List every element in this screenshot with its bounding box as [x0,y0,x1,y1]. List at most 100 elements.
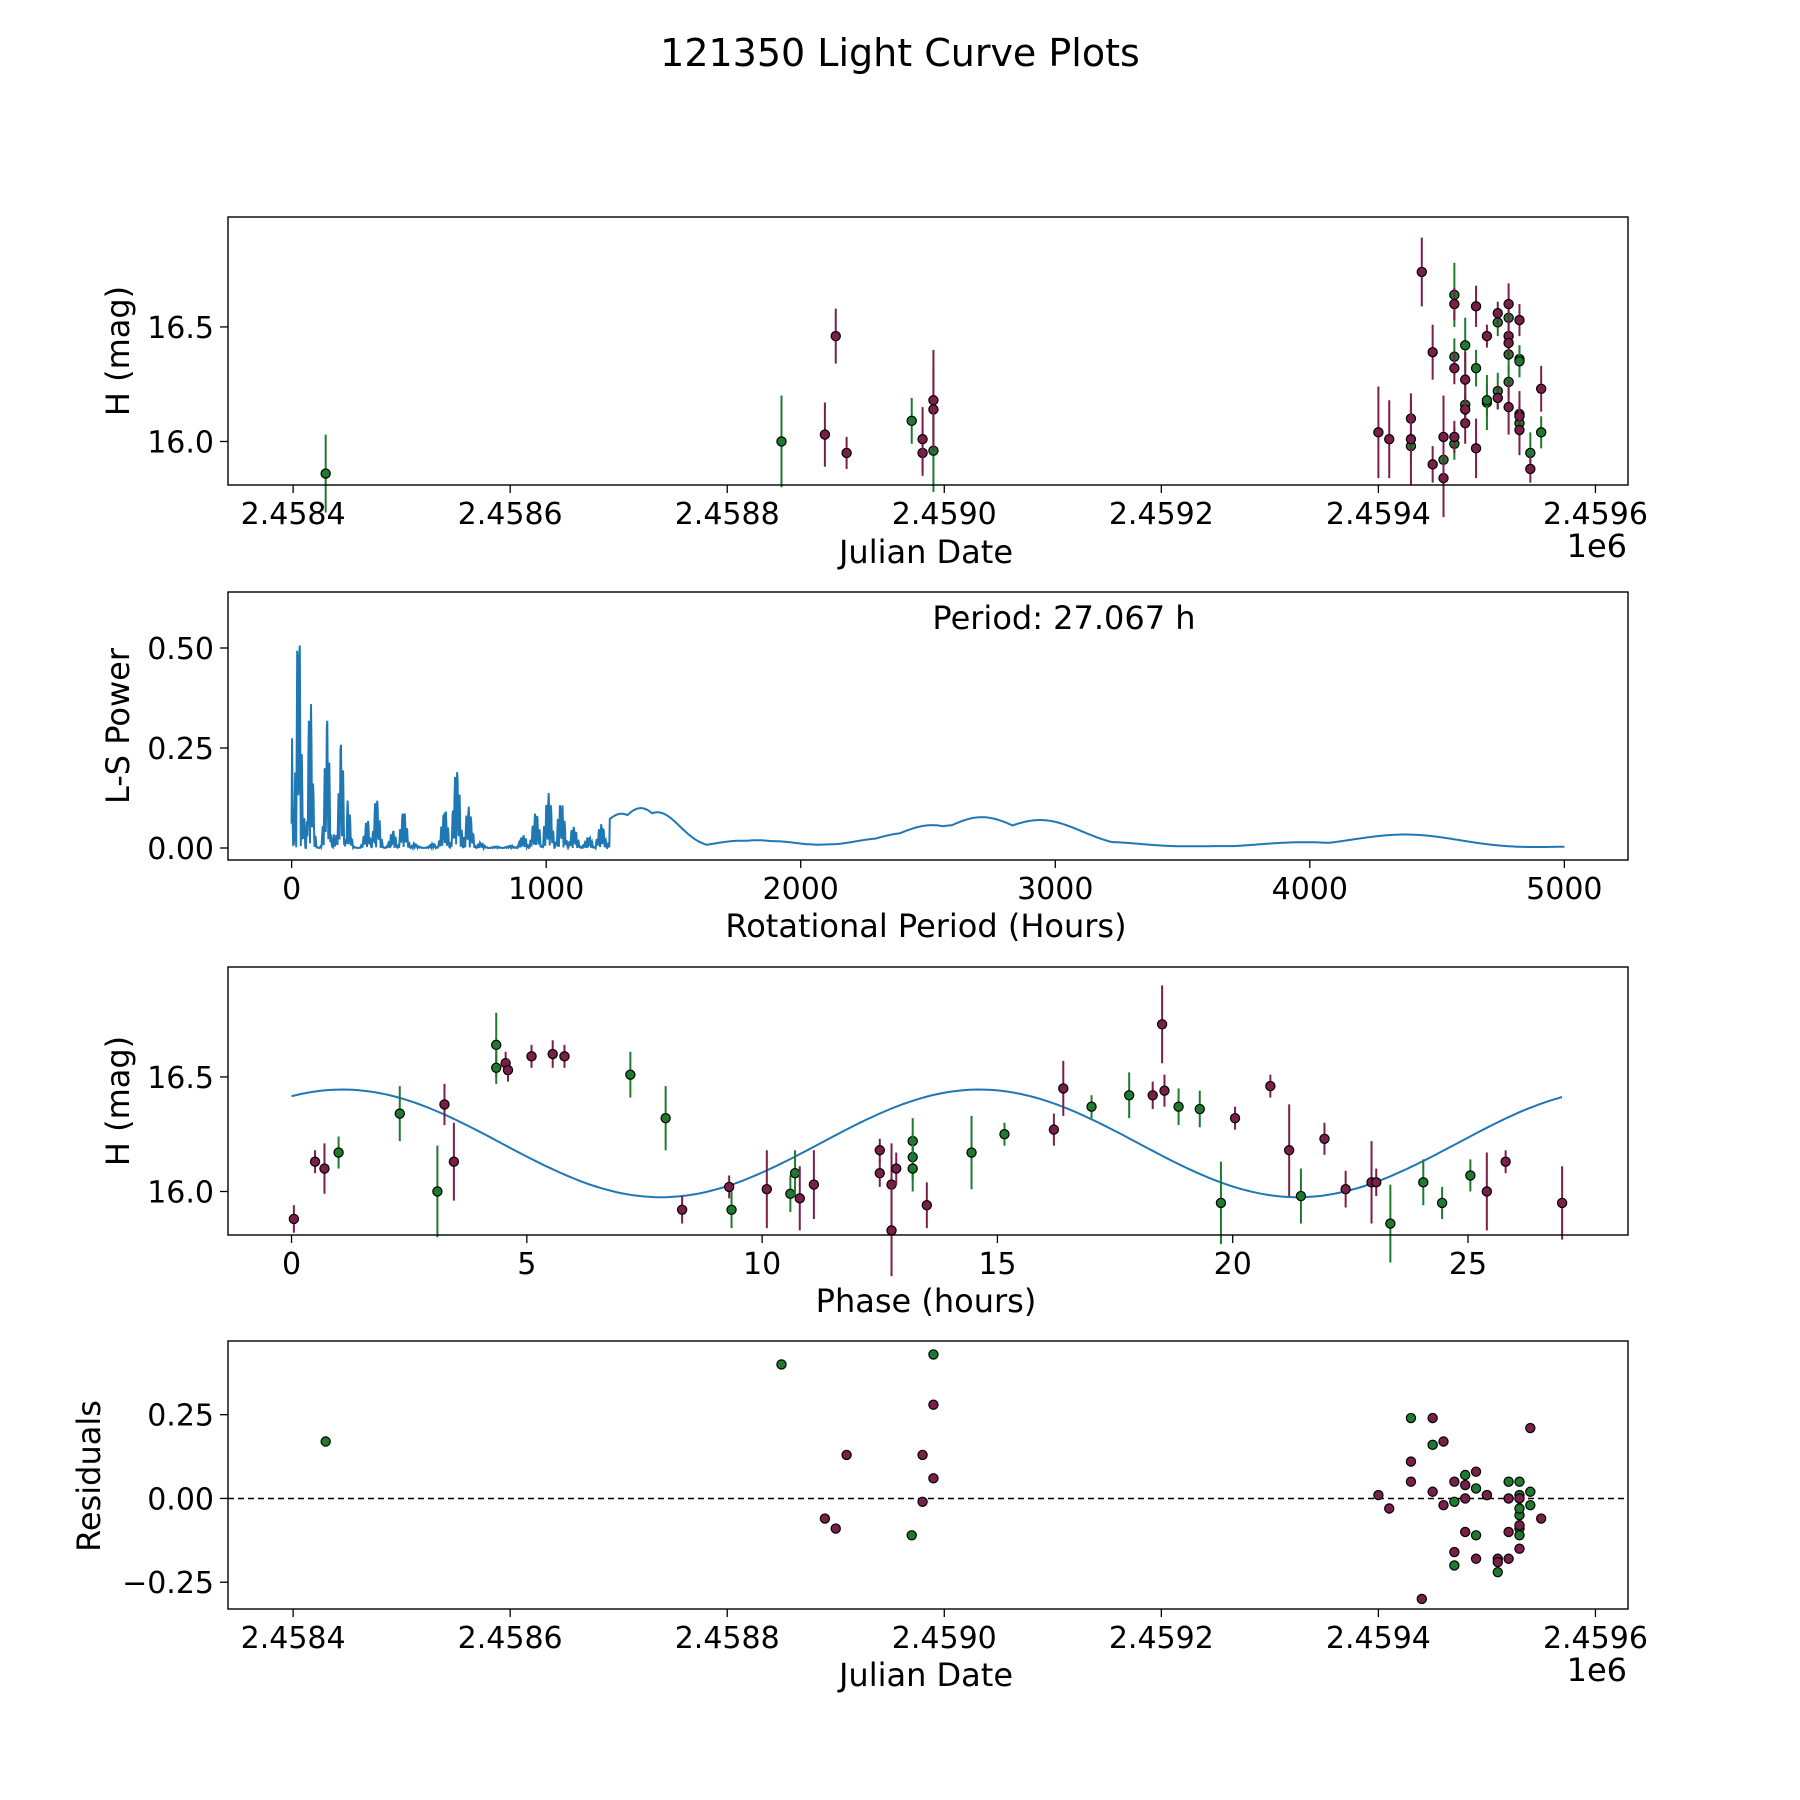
periodogram-frame [227,591,1629,861]
residuals-point [1492,1556,1503,1568]
lightcurve-point [917,433,928,445]
periodogram-ytick-label: 0.25 [147,732,214,767]
phased-point [1229,1112,1241,1124]
residuals-point [1427,1412,1438,1424]
lightcurve-point [1470,301,1482,312]
lightcurve-point [1481,395,1493,406]
phased-point [907,1163,918,1174]
residuals-xtick-label: 2.4586 [458,1621,563,1656]
residuals-point [1503,1526,1514,1538]
lightcurve-point [1503,298,1514,310]
lightcurve-point [1438,431,1449,443]
lightcurve-point [776,436,787,447]
residuals-point [1460,1469,1471,1481]
residuals-point [1416,1593,1427,1605]
residuals-point [776,1359,787,1370]
residuals-point [1438,1436,1449,1447]
periodogram-xtick-label: 0 [282,872,301,907]
residuals-point [1492,1566,1503,1578]
phased-xtick-label: 15 [978,1247,1016,1282]
lightcurve-point [906,415,917,427]
phased-xtick-label: 20 [1214,1247,1252,1282]
lightcurve-ylabel: H (mag) [99,286,137,416]
residuals-ytick-label: 0.25 [147,1399,214,1434]
residuals-point [906,1530,917,1541]
phased-point [288,1213,300,1225]
residuals-point [1405,1476,1417,1487]
lightcurve-xlabel: Julian Date [837,533,1013,571]
phased-point [761,1183,773,1195]
phased-panel: Phase (hours) H (mag) 0 5 10 15 20 25 16.0 16.5 [99,966,1629,1320]
phased-point [1215,1197,1227,1209]
lightcurve-point [830,330,841,342]
phased-point [1123,1090,1135,1101]
residuals-point [1460,1526,1471,1538]
periodogram-xlabel: Rotational Period (Hours) [725,907,1126,945]
lightcurve-point [928,395,939,406]
phased-point [1418,1177,1429,1188]
phased-point [547,1048,558,1060]
residuals-ytick-label: 0.00 [147,1482,214,1517]
residuals-xtick-label: 2.4584 [241,1621,346,1656]
phased-frame [227,966,1629,1236]
residuals-point [917,1496,928,1508]
residuals-point [1503,1493,1514,1504]
lightcurve-point [1460,374,1471,385]
phased-point [319,1163,330,1174]
residuals-point [1449,1476,1460,1487]
lightcurve-point [1449,362,1460,374]
lightcurve-point [1449,431,1460,443]
phased-point [789,1167,801,1179]
residuals-xtick-label: 2.4588 [675,1621,780,1656]
residuals-frame [227,1340,1629,1610]
lightcurve-frame [227,216,1629,486]
phased-point [1086,1101,1097,1112]
phased-point [1265,1080,1276,1092]
residuals-point [928,1349,939,1360]
lightcurve-point [1470,443,1482,454]
lightcurve-point [1525,463,1536,475]
residuals-point [1525,1422,1536,1434]
residuals-xtick-label: 2.4596 [1543,1621,1648,1656]
phased-point [1173,1101,1184,1112]
residuals-point [1405,1412,1417,1424]
lightcurve-point [1503,337,1514,349]
phased-point [491,1062,502,1073]
lightcurve-xtick-label: 2.4586 [458,497,563,532]
phased-point [676,1204,688,1216]
phased-point [1048,1124,1060,1135]
residuals-point [819,1513,831,1524]
lightcurve-point [1535,427,1547,438]
phased-point [874,1167,885,1179]
phased-point [785,1188,796,1199]
periodogram-panel: Rotational Period (Hours) L-S Power Peri… [99,591,1629,945]
lightcurve-point [1470,362,1482,374]
lightcurve-point [1481,330,1493,342]
phased-point [660,1112,671,1124]
phased-point [874,1145,885,1156]
phased-ylabel: H (mag) [99,1036,137,1166]
phased-point [1295,1190,1307,1202]
residuals-point [1514,1530,1525,1541]
phased-ytick-label: 16.0 [147,1175,214,1210]
lightcurve-point [1514,356,1525,367]
residuals-ylabel: Residuals [70,1400,108,1552]
residuals-point [320,1436,331,1447]
phased-point [448,1156,460,1167]
residuals-point [1535,1513,1547,1524]
lightcurve-xtick-label: 2.4592 [1109,497,1214,532]
lightcurve-point [819,429,831,440]
residuals-point [1427,1486,1438,1497]
residuals-point [1427,1439,1438,1451]
lightcurve-point [1503,401,1514,413]
phased-xtick-label: 25 [1449,1247,1487,1282]
residuals-point [1449,1546,1460,1558]
residuals-point [1514,1503,1525,1514]
residuals-point [1470,1466,1482,1477]
phased-point [526,1051,537,1062]
residuals-point [1460,1493,1471,1504]
residuals-point [928,1473,939,1484]
lightcurve-xtick-label: 2.4588 [675,497,780,532]
phased-point [394,1108,405,1119]
